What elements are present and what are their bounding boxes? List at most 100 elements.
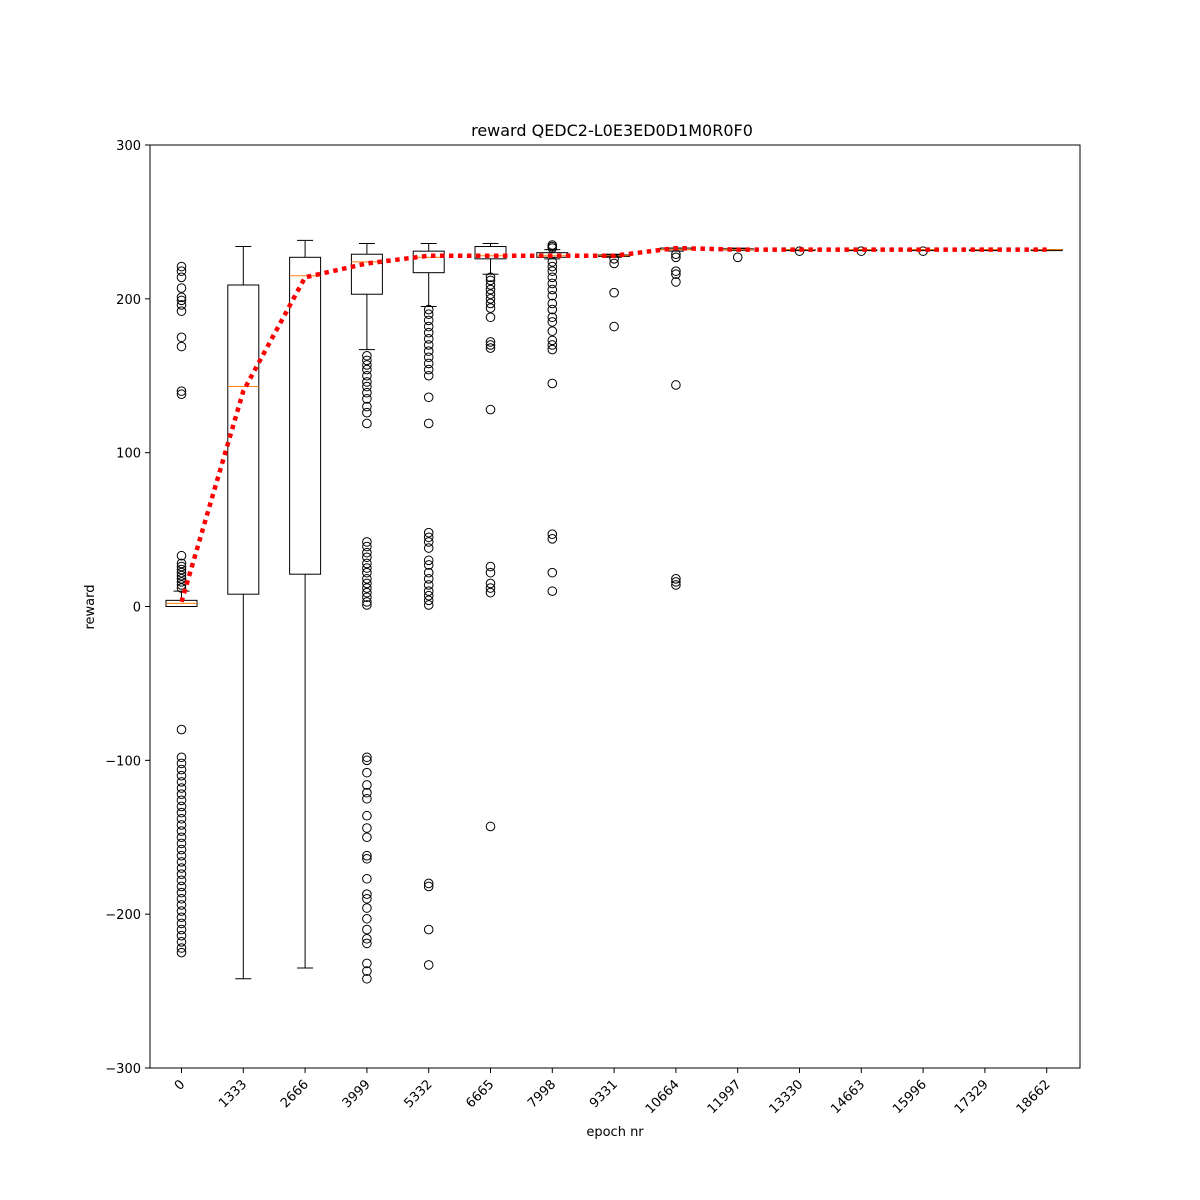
outlier-3999-12 <box>362 537 372 547</box>
outlier-5332-25 <box>423 595 434 606</box>
outlier-6665-9 <box>485 337 496 347</box>
outlier-0-29 <box>176 789 187 799</box>
y-axis: −300 −200 −100 0 100 200 300 <box>105 139 150 1077</box>
outlier-3999-32 <box>362 810 372 821</box>
chart-title: reward QEDC2-L0E3ED0D1M0R0F0 <box>471 121 753 140</box>
outlier-6665-11 <box>485 343 496 353</box>
outlier-5332-17 <box>423 543 434 553</box>
outlier-0-52 <box>176 930 187 941</box>
outlier-0-45 <box>176 887 187 898</box>
outlier-10664-4 <box>671 277 681 287</box>
mean-line <box>179 245 1047 603</box>
outlier-3999-29 <box>362 780 372 790</box>
outlier-0-16 <box>176 567 187 578</box>
outlier-3999-18 <box>362 567 372 578</box>
outlier-10664-5 <box>671 380 681 390</box>
outlier-0-33 <box>176 813 187 824</box>
outlier-5332-10 <box>423 364 434 375</box>
outlier-7998-6 <box>547 272 558 283</box>
outlier-3999-13 <box>362 541 372 552</box>
outlier-3999-14 <box>362 547 372 558</box>
outlier-0-44 <box>176 881 187 892</box>
plot-area <box>165 239 1063 984</box>
outlier-3999-24 <box>362 597 372 607</box>
outlier-10664-7 <box>671 577 681 587</box>
box-group-5332 <box>412 242 445 970</box>
outlier-7998-4 <box>547 261 558 272</box>
outlier-6665-16 <box>485 583 496 593</box>
outlier-3999-11 <box>362 418 372 429</box>
outlier-5332-14 <box>423 527 434 538</box>
outlier-3999-4 <box>362 370 372 381</box>
outlier-0-37 <box>176 838 187 849</box>
outlier-0-46 <box>176 893 187 904</box>
outlier-0-32 <box>176 807 187 818</box>
box-group-2666 <box>289 239 322 969</box>
outlier-5332-22 <box>423 580 434 590</box>
outlier-3999-21 <box>362 583 372 593</box>
outlier-3999-28 <box>362 767 372 778</box>
outlier-10664-8 <box>671 580 681 590</box>
outlier-5332-15 <box>423 532 434 543</box>
outlier-3999-25 <box>362 600 372 610</box>
outlier-3999-41 <box>362 913 372 924</box>
outlier-0-10 <box>176 386 187 396</box>
outlier-0-9 <box>176 341 187 352</box>
outlier-0-7 <box>176 306 187 316</box>
outlier-0-53 <box>176 937 187 947</box>
outlier-5332-29 <box>423 924 434 935</box>
outlier-3999-30 <box>362 787 372 798</box>
outlier-3999-22 <box>362 587 372 598</box>
outlier-5332-3 <box>423 321 434 332</box>
outlier-10664-1 <box>671 252 681 263</box>
outlier-3999-36 <box>362 853 372 864</box>
outlier-5332-0 <box>423 304 434 315</box>
outlier-0-3 <box>176 283 187 293</box>
outlier-6665-10 <box>485 340 496 350</box>
outlier-3999-10 <box>362 407 372 418</box>
outlier-7998-19 <box>547 529 558 539</box>
outlier-0-51 <box>176 924 187 935</box>
outlier-5332-7 <box>423 346 434 356</box>
y-tick-label-5: 200 <box>116 293 141 308</box>
y-tick-label-2: −100 <box>105 754 141 769</box>
box-5332 <box>412 250 445 274</box>
outlier-0-13 <box>176 558 187 569</box>
outlier-3999-9 <box>362 401 372 412</box>
outlier-3999-47 <box>362 973 372 984</box>
box-1333 <box>227 284 260 595</box>
outlier-0-23 <box>176 752 187 763</box>
outlier-0-5 <box>176 295 187 306</box>
outlier-3999-39 <box>362 893 372 904</box>
outlier-7998-15 <box>547 335 558 346</box>
outlier-3999-3 <box>362 364 372 375</box>
outlier-0-14 <box>176 561 187 572</box>
outlier-0-18 <box>176 574 187 584</box>
outlier-5332-1 <box>423 309 434 320</box>
outlier-7998-21 <box>547 567 558 578</box>
outlier-7998-18 <box>547 378 558 389</box>
x-axis-label: epoch nr <box>586 1125 644 1140</box>
outlier-3999-26 <box>362 752 372 763</box>
outlier-3999-23 <box>362 592 372 603</box>
outlier-6665-7 <box>485 303 496 313</box>
outlier-9331-2 <box>609 287 619 298</box>
y-tick-label-3: 0 <box>133 601 141 616</box>
outlier-3999-16 <box>362 558 372 569</box>
outlier-0-20 <box>176 580 187 590</box>
outlier-5332-6 <box>423 340 434 350</box>
outlier-0-43 <box>176 875 187 886</box>
outlier-0-41 <box>176 863 187 873</box>
outlier-3999-19 <box>362 574 372 584</box>
outlier-5332-2 <box>423 315 434 326</box>
outlier-5332-23 <box>423 586 434 596</box>
outlier-0-8 <box>176 332 187 343</box>
outlier-5332-12 <box>423 392 434 403</box>
outlier-0-12 <box>176 550 187 561</box>
outlier-3999-35 <box>362 850 372 861</box>
outlier-5332-11 <box>423 370 434 381</box>
outlier-7998-17 <box>547 344 558 355</box>
outlier-3999-20 <box>362 578 372 589</box>
outlier-3999-34 <box>362 832 372 843</box>
